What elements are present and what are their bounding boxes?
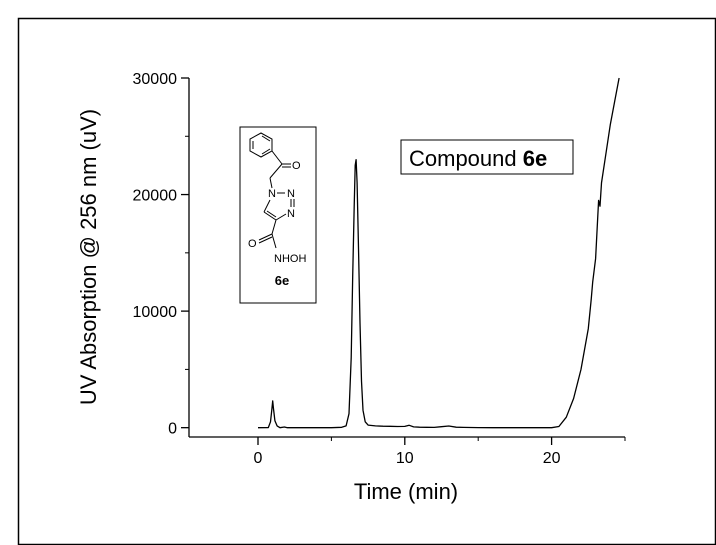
- triazole-bond: [263, 211, 277, 221]
- compound-annotation: Compound 6e: [400, 139, 574, 175]
- structure-inset: O N N N O NHOH 6e: [239, 126, 317, 304]
- x-tick-label: 0: [254, 450, 263, 467]
- bond: [269, 163, 283, 179]
- y-tick-label: 0: [168, 421, 177, 438]
- y-axis-ticks: 0 10000 20000 30000: [133, 71, 189, 438]
- x-tick-label: 10: [396, 450, 414, 467]
- amide-carbonyl-bond: [258, 233, 273, 241]
- atom-n1: N: [268, 188, 276, 200]
- annotation-box: [400, 139, 574, 175]
- benzene-ring: [249, 132, 273, 158]
- annotation-bold: 6e: [523, 146, 547, 171]
- benzene-double-bond: [261, 148, 271, 155]
- x-tick-label: 20: [543, 450, 561, 467]
- chromatogram-trace: [257, 77, 620, 429]
- y-tick-label: 20000: [133, 188, 178, 205]
- y-tick-label: 10000: [133, 304, 178, 321]
- inset-box: [239, 126, 317, 304]
- inset-compound-label: 6e: [275, 273, 289, 288]
- x-axis-ticks: 0 10 20: [254, 437, 626, 467]
- annotation-label: Compound 6e: [409, 146, 547, 171]
- atom-o-amide: O: [248, 238, 257, 250]
- triazole-bond: [263, 199, 271, 213]
- amide-carbonyl-bond: [258, 236, 273, 244]
- bond: [269, 177, 273, 189]
- triazole-bond: [275, 213, 287, 221]
- atom-nhoh: NHOH: [274, 253, 306, 265]
- figure-border: [17, 17, 716, 545]
- benzene-double-bond: [261, 135, 271, 142]
- y-tick-label: 30000: [133, 71, 178, 88]
- atom-o-carbonyl: O: [292, 160, 301, 172]
- bond: [271, 150, 283, 165]
- bond: [271, 233, 277, 249]
- annotation-text: Compound: [409, 146, 523, 171]
- atom-n2: N: [287, 188, 295, 200]
- bond: [271, 219, 277, 235]
- triazole-bond: [266, 210, 277, 218]
- y-axis-title: UV Absorption @ 256 nm (uV): [76, 109, 101, 405]
- x-axis-title: Time (min): [354, 479, 458, 504]
- atom-n3: N: [287, 208, 295, 220]
